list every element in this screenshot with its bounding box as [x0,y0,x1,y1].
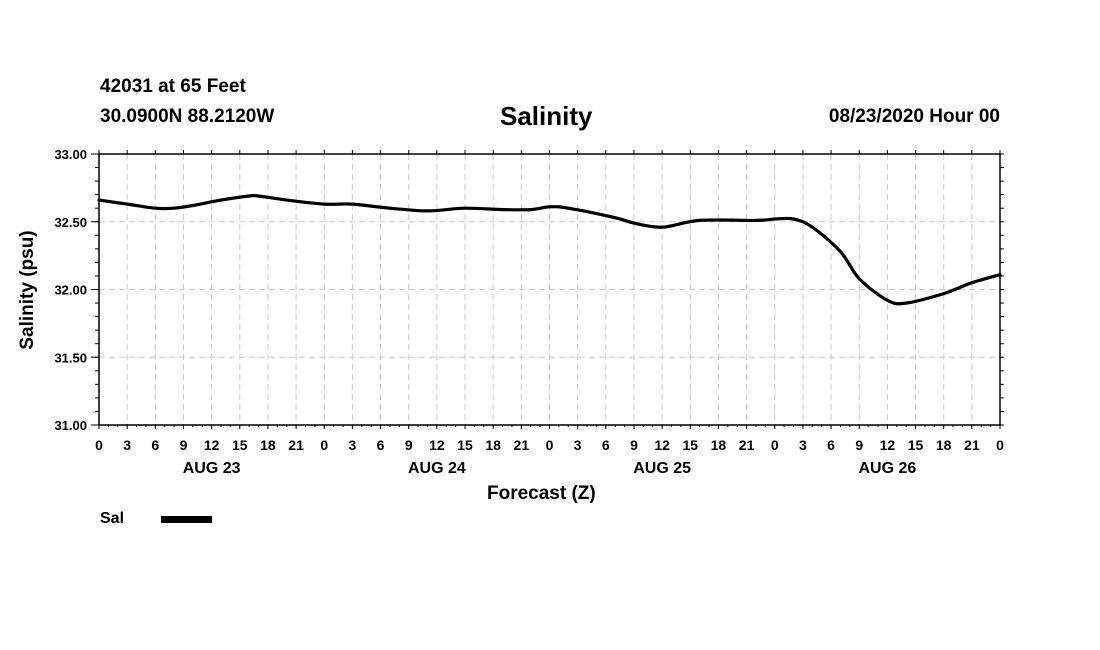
grid-lines [99,154,1000,425]
x-tick-label: 9 [405,437,413,453]
axis-ticks [91,150,1004,429]
x-tick-label: 6 [151,437,159,453]
x-day-label: AUG 24 [408,460,466,477]
legend-label: Sal [100,510,125,527]
x-tick-label: 21 [514,437,530,453]
x-tick-label: 18 [936,437,952,453]
station-coordinates: 30.0900N 88.2120W [100,106,275,127]
x-tick-label: 3 [574,437,582,453]
x-tick-label: 9 [630,437,638,453]
forecast-datetime: 08/23/2020 Hour 00 [828,106,1000,127]
legend-line-swatch [161,516,212,523]
x-tick-label: 21 [964,437,980,453]
x-tick-label: 15 [457,437,473,453]
x-tick-label: 18 [711,437,727,453]
x-tick-label: 6 [377,437,385,453]
x-day-label: AUG 23 [183,460,241,477]
x-tick-label: 12 [654,437,670,453]
x-tick-label: 0 [996,437,1004,453]
x-axis-label: Forecast (Z) [487,483,596,504]
y-tick-label: 32.50 [54,215,87,230]
x-tick-label: 21 [739,437,755,453]
x-day-label: AUG 26 [858,460,916,477]
x-tick-label: 6 [827,437,835,453]
x-tick-label: 0 [320,437,328,453]
x-tick-label: 3 [799,437,807,453]
y-tick-label: 31.00 [54,418,87,433]
x-tick-label: 12 [204,437,220,453]
y-tick-label: 31.50 [54,350,87,365]
salinity-series-line [97,193,1002,306]
x-tick-label: 12 [429,437,445,453]
x-tick-label: 0 [771,437,779,453]
x-tick-label: 15 [908,437,924,453]
y-tick-label: 32.00 [54,283,87,298]
y-tick-label: 33.00 [54,147,87,162]
x-tick-label: 9 [180,437,188,453]
x-tick-label: 0 [546,437,554,453]
x-tick-label: 21 [288,437,304,453]
x-tick-label: 18 [260,437,276,453]
tick-labels: 31.00 31.50 32.00 32.50 33.00 0 3 6 9 12 15 18 21 0 3 6… [54,147,1004,477]
x-tick-label: 3 [349,437,357,453]
x-tick-label: 18 [485,437,501,453]
x-tick-label: 12 [880,437,896,453]
chart-title: Salinity [500,101,593,131]
x-tick-label: 15 [232,437,248,453]
plot-frame [98,153,1001,426]
x-tick-label: 3 [123,437,131,453]
x-tick-label: 6 [602,437,610,453]
x-tick-label: 15 [682,437,698,453]
x-tick-label: 9 [855,437,863,453]
station-title: 42031 at 65 Feet [100,76,246,97]
x-tick-label: 0 [95,437,103,453]
x-day-label: AUG 25 [633,460,691,477]
